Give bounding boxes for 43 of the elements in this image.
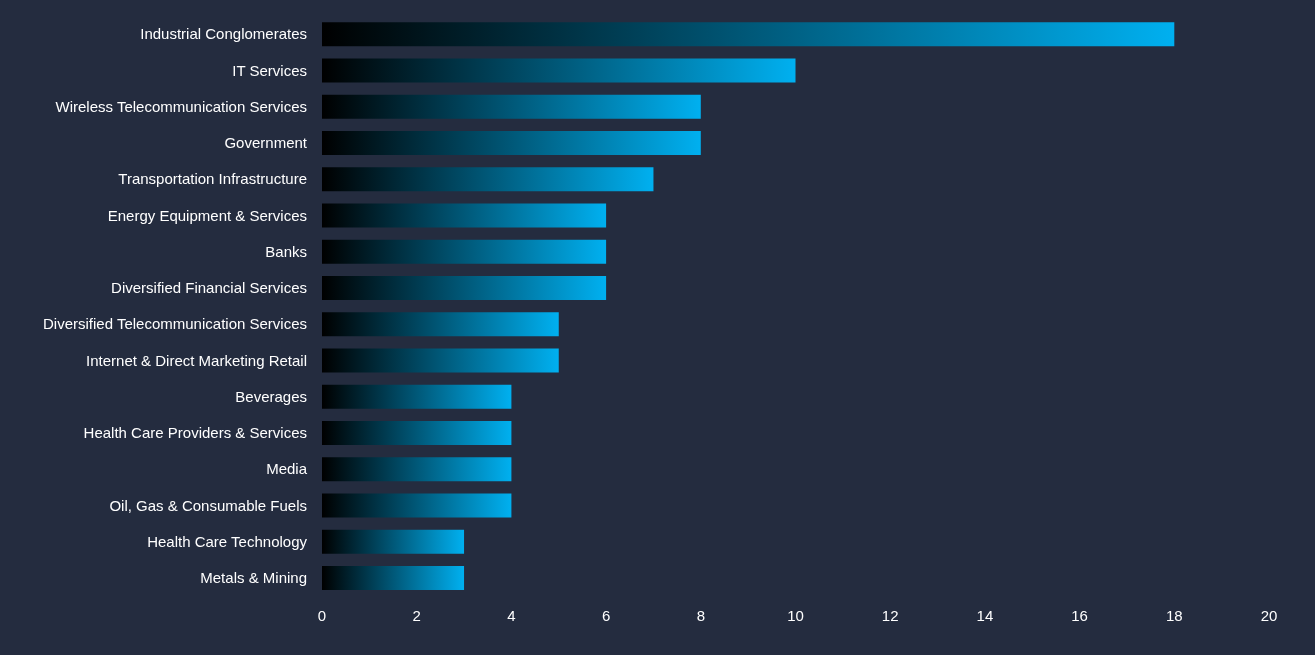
- y-tick-label: Industrial Conglomerates: [140, 25, 307, 43]
- bar: [322, 312, 559, 337]
- y-tick-label: Internet & Direct Marketing Retail: [86, 351, 307, 369]
- x-tick-label: 6: [601, 606, 611, 624]
- bar: [322, 94, 701, 119]
- bar: [322, 130, 701, 155]
- bar: [322, 275, 607, 300]
- x-tick-label: 20: [1260, 606, 1278, 624]
- y-tick-label: Beverages: [235, 387, 307, 405]
- y-tick-label: Diversified Telecommunication Services: [43, 315, 307, 333]
- y-tick-label: Oil, Gas & Consumable Fuels: [109, 496, 307, 514]
- bar: [322, 420, 512, 445]
- y-tick-label: Banks: [265, 242, 307, 260]
- x-tick-label: 18: [1165, 606, 1183, 624]
- bar: [322, 203, 607, 228]
- y-tick-label: Metals & Mining: [200, 569, 307, 587]
- x-tick-label: 2: [412, 606, 421, 624]
- x-tick-label: 0: [317, 606, 327, 624]
- x-tick-label: 14: [976, 606, 994, 624]
- bar: [322, 457, 512, 482]
- bar: [322, 348, 559, 373]
- x-tick-label: 10: [787, 606, 804, 624]
- y-tick-label: IT Services: [232, 61, 307, 79]
- bar: [322, 167, 654, 192]
- y-tick-label: Diversified Financial Services: [111, 279, 307, 297]
- y-tick-label: Transportation Infrastructure: [118, 170, 307, 188]
- bar: [322, 529, 465, 554]
- bar: [322, 565, 465, 590]
- y-tick-label: Health Care Technology: [147, 532, 308, 550]
- x-tick-label: 8: [696, 606, 705, 624]
- bar: [322, 384, 512, 409]
- y-tick-label: Energy Equipment & Services: [107, 206, 307, 224]
- y-tick-label: Media: [266, 460, 308, 478]
- x-tick-label: 16: [1071, 606, 1088, 624]
- x-tick-label: 4: [507, 606, 516, 624]
- bar: [322, 22, 1175, 47]
- bar: [322, 493, 512, 518]
- bar: [322, 58, 796, 83]
- bar: [322, 239, 607, 264]
- y-tick-label: Government: [224, 134, 308, 152]
- y-tick-label: Wireless Telecommunication Services: [55, 97, 307, 115]
- x-tick-label: 12: [881, 606, 899, 624]
- y-tick-label: Health Care Providers & Services: [83, 424, 307, 442]
